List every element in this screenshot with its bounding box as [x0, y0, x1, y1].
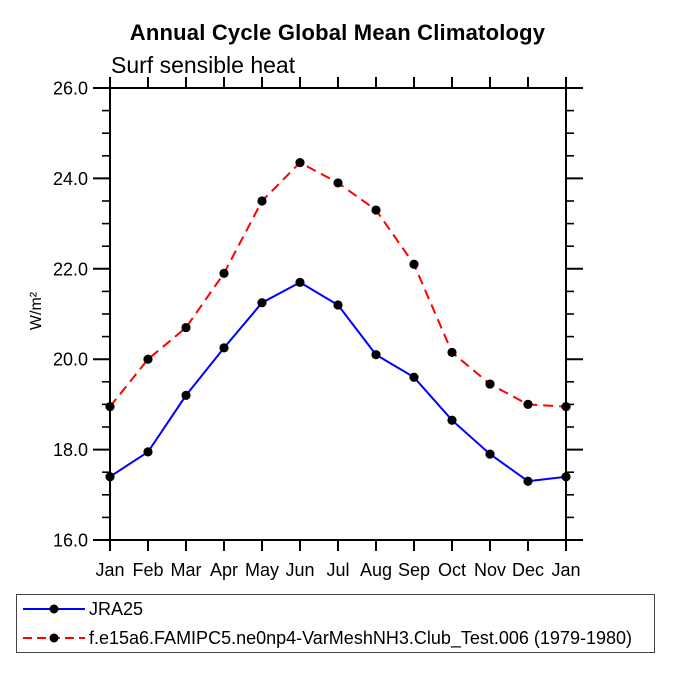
data-point-marker	[447, 415, 457, 425]
y-tick-label: 18.0	[53, 440, 88, 460]
legend-sample-marker-0	[49, 604, 59, 614]
data-point-marker	[523, 476, 533, 486]
x-tick-label: Apr	[210, 560, 238, 580]
x-tick-label: Oct	[438, 560, 466, 580]
legend-box: JRA25 f.e15a6.FAMIPC5.ne0np4-VarMeshNH3.…	[16, 594, 655, 653]
x-tick-label: Jan	[95, 560, 124, 580]
data-point-marker	[561, 402, 571, 412]
x-tick-label: Sep	[398, 560, 430, 580]
series-line-0	[109, 281, 567, 483]
data-point-marker	[257, 196, 267, 206]
plot-area: Jan Feb Mar Apr May Jun Jul Aug Sep Oct Nov Dec Jan 1…	[53, 77, 583, 580]
data-point-marker	[181, 322, 191, 333]
x-tick-label: Jul	[326, 560, 349, 580]
x-tick-label: Mar	[171, 560, 202, 580]
y-tick-label: 24.0	[53, 169, 88, 189]
data-point-marker	[409, 372, 419, 382]
data-point-marker	[333, 178, 343, 188]
y-tick-label: 20.0	[53, 350, 88, 370]
data-point-marker	[371, 350, 381, 360]
data-point-marker	[295, 157, 305, 168]
data-point-marker	[333, 300, 343, 310]
y-tick-label: 16.0	[53, 531, 88, 551]
x-tick-label: Nov	[474, 560, 506, 580]
legend-item-model: f.e15a6.FAMIPC5.ne0np4-VarMeshNH3.Club_T…	[17, 624, 654, 653]
data-point-marker	[105, 402, 115, 412]
legend-label-jra25: JRA25	[89, 599, 144, 620]
data-point-marker	[219, 343, 229, 353]
data-point-marker	[371, 205, 381, 215]
data-point-marker	[295, 277, 305, 287]
chart-title: Annual Cycle Global Mean Climatology	[129, 20, 546, 45]
series-line-1	[109, 161, 567, 408]
data-point-marker	[143, 447, 153, 457]
y-tick-label: 22.0	[53, 259, 88, 279]
data-point-marker	[561, 472, 571, 482]
y-tick-label: 26.0	[53, 79, 88, 99]
axis-frame	[109, 87, 567, 541]
legend-sample-marker-1	[49, 633, 59, 643]
chart-subtitle: Surf sensible heat	[111, 52, 296, 78]
data-point-marker	[219, 268, 229, 278]
x-tick-label: Jan	[551, 560, 580, 580]
x-tick-label: Dec	[512, 560, 544, 580]
data-point-marker	[485, 379, 495, 389]
legend-line-sample-dashed	[23, 633, 85, 643]
data-point-marker	[181, 390, 191, 400]
x-tick-label: Aug	[360, 560, 392, 580]
x-tick-label: May	[245, 560, 279, 580]
data-point-marker	[409, 259, 419, 269]
data-point-marker	[143, 354, 153, 364]
x-tick-label: Feb	[132, 560, 163, 580]
legend-line-sample-solid	[23, 604, 85, 614]
data-point-marker	[485, 449, 495, 459]
legend-label-model: f.e15a6.FAMIPC5.ne0np4-VarMeshNH3.Club_T…	[89, 627, 632, 648]
data-point-marker	[523, 399, 533, 409]
data-point-marker	[447, 347, 457, 358]
x-tick-label: Jun	[285, 560, 314, 580]
data-point-marker	[105, 472, 115, 482]
data-point-marker	[257, 298, 267, 308]
legend-item-jra25: JRA25	[17, 595, 654, 624]
